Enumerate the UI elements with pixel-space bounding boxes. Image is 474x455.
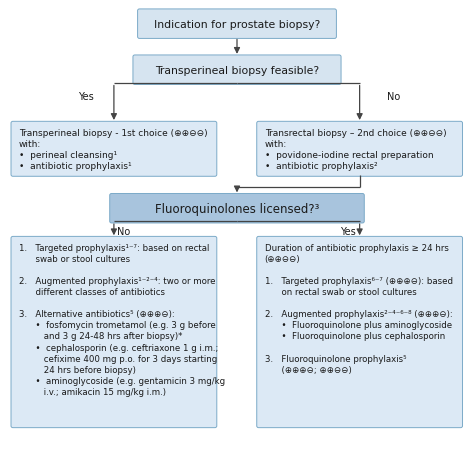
Text: Transperineal biopsy feasible?: Transperineal biopsy feasible? bbox=[155, 66, 319, 76]
Text: 1.   Targeted prophylaxis¹⁻⁷: based on rectal
      swab or stool cultures

2.  : 1. Targeted prophylaxis¹⁻⁷: based on rec… bbox=[19, 243, 225, 396]
Text: Yes: Yes bbox=[340, 226, 356, 236]
Text: Duration of antibiotic prophylaxis ≥ 24 hrs
(⊕⊕⊖⊖)

1.   Targeted prophylaxis⁶⁻⁷: Duration of antibiotic prophylaxis ≥ 24 … bbox=[264, 243, 453, 374]
Text: Transrectal biopsy – 2nd choice (⊕⊕⊖⊖)
with:
•  povidone-iodine rectal preparati: Transrectal biopsy – 2nd choice (⊕⊕⊖⊖) w… bbox=[264, 128, 446, 171]
FancyBboxPatch shape bbox=[109, 194, 365, 223]
FancyBboxPatch shape bbox=[257, 122, 463, 177]
Text: Indication for prostate biopsy?: Indication for prostate biopsy? bbox=[154, 20, 320, 30]
Text: Fluoroquinolones licensed?³: Fluoroquinolones licensed?³ bbox=[155, 202, 319, 215]
FancyBboxPatch shape bbox=[11, 122, 217, 177]
Text: No: No bbox=[117, 226, 130, 236]
FancyBboxPatch shape bbox=[11, 237, 217, 428]
Text: Yes: Yes bbox=[78, 92, 94, 102]
FancyBboxPatch shape bbox=[257, 237, 463, 428]
FancyBboxPatch shape bbox=[133, 56, 341, 85]
Text: Transperineal biopsy - 1st choice (⊕⊕⊖⊖)
with:
•  perineal cleansing¹
•  antibio: Transperineal biopsy - 1st choice (⊕⊕⊖⊖)… bbox=[19, 128, 208, 171]
Text: No: No bbox=[387, 92, 400, 102]
FancyBboxPatch shape bbox=[137, 10, 337, 39]
